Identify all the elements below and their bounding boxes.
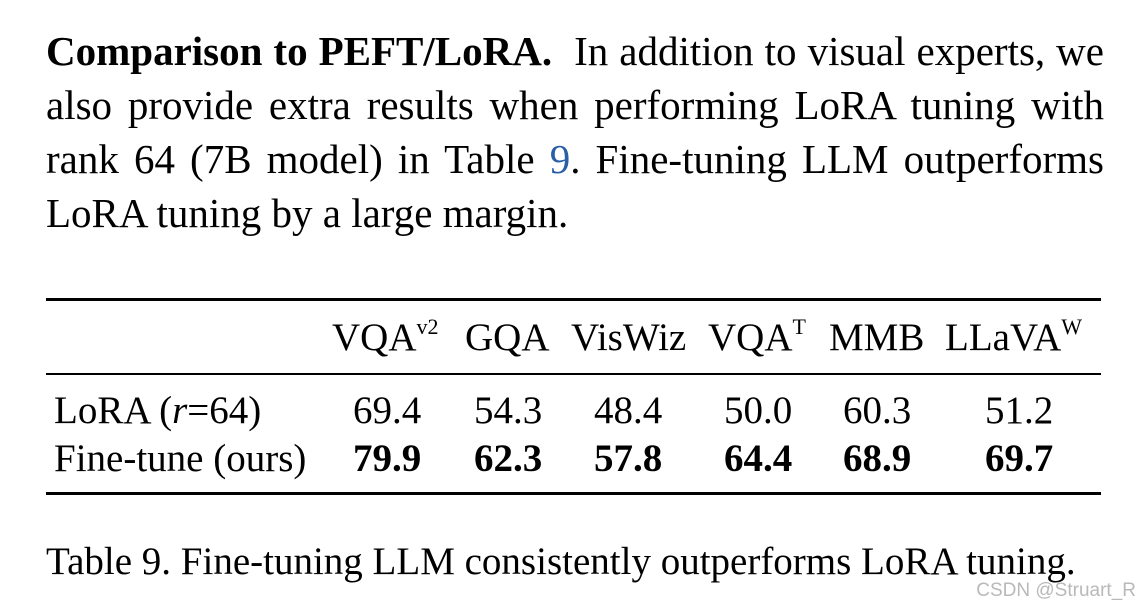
lora-viswiz-value: 48.4 [594,389,663,432]
column-header-vqav2: VQAv2 [332,314,439,360]
column-header-llavaw: LLaVAW [945,314,1083,360]
finetune-gqa-value: 62.3 [474,437,543,480]
finetune-mmb-value: 68.9 [843,437,912,480]
finetune-vqav2-value: 79.9 [353,437,422,480]
paragraph-heading: Comparison to PEFT/LoRA. [46,28,553,74]
finetune-vqat-value: 64.4 [724,437,793,480]
finetune-viswiz-value: 57.8 [594,437,663,480]
lora-llavaw-value: 51.2 [985,389,1054,432]
lora-mmb-value: 60.3 [843,389,912,432]
column-header-gqa: GQA [465,316,550,359]
column-header-viswiz: VisWiz [571,316,687,359]
lora-vqav2-value: 69.4 [353,389,422,432]
table-caption: Table 9. Fine-tuning LLM consistently ou… [46,540,1076,583]
lora-vqat-value: 50.0 [724,389,793,432]
table-top-rule [46,298,1101,301]
table-header-rule [46,373,1101,375]
lora-gqa-value: 54.3 [474,389,543,432]
column-header-vqat: VQAT [708,314,806,360]
column-header-mmb: MMB [829,316,925,359]
table-bottom-rule [46,492,1101,495]
csdn-watermark: CSDN @Struart_R [976,580,1136,601]
paragraph-text-after-ref: . Fine-tuning LLM outperforms LoRA tunin… [46,136,1104,236]
paragraph-text-before-ref: In addition to visual experts, we also p… [46,28,1104,182]
finetune-llavaw-value: 69.7 [985,437,1054,480]
table-reference-link[interactable]: 9 [549,136,571,182]
lora-comparison-paragraph: Comparison to PEFT/LoRA. In addition to v… [46,24,1104,240]
row-label-fine-tune: Fine-tune (ours) [54,437,307,480]
row-label-lora: LoRA (r=64) [54,389,262,432]
